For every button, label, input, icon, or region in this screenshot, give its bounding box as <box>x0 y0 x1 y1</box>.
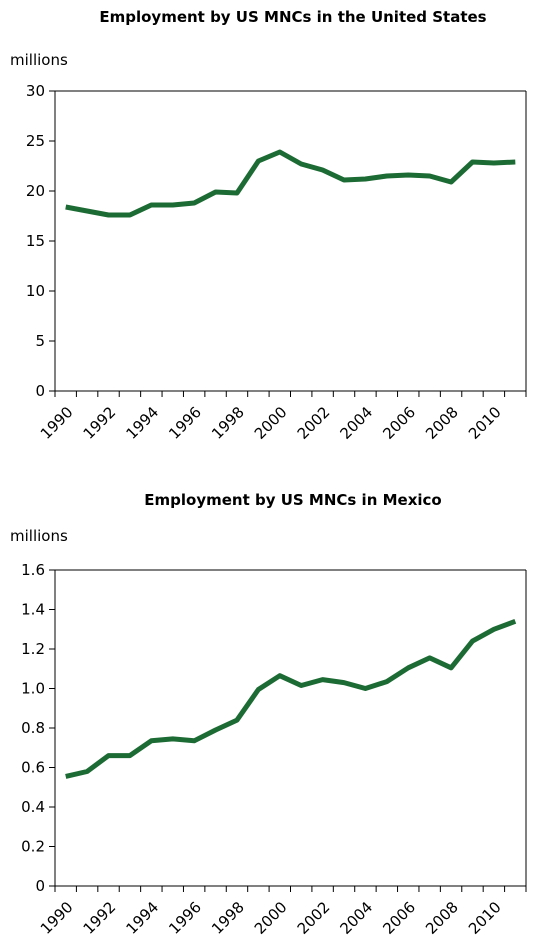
y-axis <box>49 569 527 887</box>
x-tick-label: 2002 <box>294 403 334 443</box>
x-tick-labels: 1990 1992 1994 1996 1998 2000 2002 2004 2006 2008… <box>37 898 505 938</box>
y-axis <box>49 90 527 392</box>
x-tick-label: 2002 <box>294 898 334 938</box>
chart-title: Employment by US MNCs in Mexico <box>144 491 441 509</box>
y-tick-label: 20 <box>26 182 45 200</box>
x-tick-label: 2008 <box>422 898 462 938</box>
x-tick-label: 2006 <box>379 898 419 938</box>
x-tick-label: 1990 <box>37 403 77 443</box>
x-tick-label: 1990 <box>37 898 77 938</box>
x-tick-label: 1996 <box>165 898 205 938</box>
x-tick-label: 2004 <box>337 403 377 443</box>
x-tick-label: 1998 <box>208 403 248 443</box>
y-tick-label: 15 <box>26 232 45 250</box>
y-tick-label: 0.4 <box>21 798 45 816</box>
y-tick-label: 0.2 <box>21 838 45 856</box>
chart-title: Employment by US MNCs in the United Stat… <box>99 8 486 26</box>
y-tick-label: 0 <box>35 877 45 895</box>
y-unit-label: millions <box>10 51 68 69</box>
x-tick-label: 1996 <box>165 403 205 443</box>
series-line <box>65 618 517 779</box>
y-tick-labels: 0 0.2 0.4 0.6 0.8 1.0 1.2 1.4 1.6 <box>21 561 45 895</box>
us-employment-chart: Employment by US MNCs in the United Stat… <box>10 8 527 443</box>
plot-area <box>65 618 517 779</box>
y-tick-label: 0 <box>35 382 45 400</box>
y-tick-label: 0.6 <box>21 759 45 777</box>
x-axis <box>54 390 527 397</box>
y-tick-label: 1.4 <box>21 601 45 619</box>
y-tick-labels: 0 5 10 15 20 25 30 <box>26 82 45 400</box>
y-tick-label: 5 <box>35 332 45 350</box>
x-tick-label: 2006 <box>379 403 419 443</box>
y-tick-label: 1.6 <box>21 561 45 579</box>
y-tick-label: 1.2 <box>21 640 45 658</box>
x-tick-label: 2000 <box>251 898 291 938</box>
mexico-employment-chart: Employment by US MNCs in Mexico millions… <box>10 491 527 938</box>
series-line <box>65 149 516 218</box>
x-tick-label: 1992 <box>80 898 120 938</box>
x-tick-label: 2010 <box>465 403 505 443</box>
x-tick-label: 1992 <box>80 403 120 443</box>
x-tick-label: 2008 <box>422 403 462 443</box>
x-tick-label: 1994 <box>122 898 162 938</box>
x-tick-label: 2000 <box>251 403 291 443</box>
y-tick-label: 25 <box>26 132 45 150</box>
x-axis <box>54 885 527 892</box>
x-tick-label: 1994 <box>122 403 162 443</box>
y-tick-label: 30 <box>26 82 45 100</box>
y-unit-label: millions <box>10 527 68 545</box>
x-tick-label: 2004 <box>337 898 377 938</box>
x-tick-labels: 1990 1992 1994 1996 1998 2000 2002 2004 2006 2008… <box>37 403 505 443</box>
x-tick-label: 2010 <box>465 898 505 938</box>
plot-area <box>65 149 516 218</box>
y-tick-label: 1.0 <box>21 680 45 698</box>
x-tick-label: 1998 <box>208 898 248 938</box>
y-tick-label: 0.8 <box>21 719 45 737</box>
y-tick-label: 10 <box>26 282 45 300</box>
